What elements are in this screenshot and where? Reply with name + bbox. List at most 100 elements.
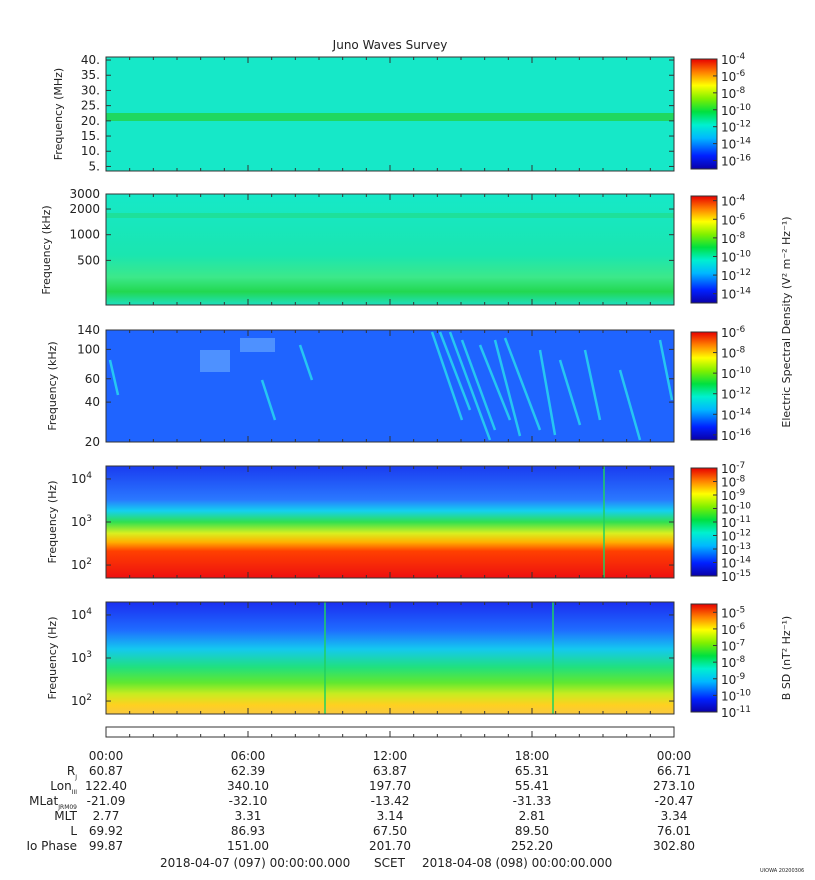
colorbar-tick-label: 10-8 (721, 346, 746, 361)
colorbar-tick-label: 10-8 (721, 231, 746, 246)
time-tick-label: 06:00 (231, 749, 266, 763)
chart-title: Juno Waves Survey (332, 38, 448, 52)
colorbar-tick-label: 10-12 (721, 268, 751, 283)
panel-5-ylabel: Frequency (Hz) (46, 617, 59, 700)
colorbar-tick-label: 10-4 (721, 194, 746, 209)
y-tick-label: 15. (81, 129, 100, 143)
footer-scet: SCET (374, 856, 406, 870)
ephemeris-value: 2.81 (519, 809, 546, 823)
footer-end: 2018-04-08 (098) 00:00:00.000 (422, 856, 612, 870)
y-tick-label: 5. (89, 159, 100, 173)
ephemeris-label: L (70, 824, 77, 838)
colorbar-tick-label: 10-16 (721, 428, 751, 443)
colorbar-tick-label: 10-14 (721, 556, 751, 571)
colorbar-tick-label: 10-7 (721, 461, 745, 476)
colorbar (690, 58, 718, 170)
colorbar (690, 467, 718, 577)
y-tick-label: 40. (81, 53, 100, 67)
time-tick-label: 00:00 (89, 749, 124, 763)
ephemeris-label: Io Phase (26, 839, 77, 853)
colorbar-tick-label: 10-8 (721, 86, 746, 101)
ephemeris-value: -31.33 (513, 794, 552, 808)
colorbar-tick-label: 10-6 (721, 622, 746, 637)
panel-3-heatmap (106, 330, 674, 442)
colorbar-tick-label: 10-9 (721, 672, 746, 687)
y-tick-label: 40 (85, 395, 100, 409)
colorbar-tick-label: 10-12 (721, 529, 751, 544)
colorbar-tick-label: 10-13 (721, 542, 751, 557)
ephemeris-value: 99.87 (89, 839, 123, 853)
y-tick-label: 1000 (69, 228, 100, 242)
ephemeris-value: 122.40 (85, 779, 127, 793)
colorbar-tick-label: 10-10 (721, 688, 751, 703)
ephemeris-value: 3.31 (235, 809, 262, 823)
colorbar-label-magnetic: B SD (nT² Hz⁻¹) (780, 616, 793, 700)
colorbar-tick-label: 10-12 (721, 120, 751, 135)
ephemeris-value: -20.47 (655, 794, 694, 808)
footer-start: 2018-04-07 (097) 00:00:00.000 (160, 856, 350, 870)
panel-5-heatmap (106, 602, 674, 714)
ephemeris-value: 3.14 (377, 809, 404, 823)
colorbar-tick-label: 10-14 (721, 407, 751, 422)
ephemeris-value: 67.50 (373, 824, 407, 838)
panel-3-patch (240, 338, 275, 352)
ephemeris-label: LonIII (50, 779, 77, 796)
y-tick-label: 2000 (69, 202, 100, 216)
ephemeris-value: 86.93 (231, 824, 265, 838)
time-tick-label: 18:00 (515, 749, 550, 763)
ephemeris-value: 302.80 (653, 839, 695, 853)
panel-1-band (106, 113, 674, 121)
panel-5: Frequency (Hz) 104 103 102 (46, 601, 675, 715)
y-tick-label: 3000 (69, 187, 100, 201)
colorbar-tick-label: 10-8 (721, 655, 746, 670)
colorbar-tick-label: 10-16 (721, 154, 751, 169)
ephemeris-value: 62.39 (231, 764, 265, 778)
ephemeris-value: 2.77 (93, 809, 120, 823)
ephemeris-label: MLatJRM09 (29, 794, 77, 811)
y-tick-label: 104 (71, 607, 92, 622)
y-tick-label: 102 (71, 693, 92, 708)
ephemeris-value: 340.10 (227, 779, 269, 793)
y-tick-label: 25. (81, 99, 100, 113)
ephemeris-value: 151.00 (227, 839, 269, 853)
y-tick-label: 104 (71, 471, 92, 486)
colorbar-tick-label: 10-14 (721, 137, 751, 152)
panel-2-band (106, 213, 674, 218)
colorbar-tick-label: 10-6 (721, 325, 746, 340)
colorbar-tick-label: 10-12 (721, 387, 751, 402)
ephemeris-value: 3.34 (661, 809, 688, 823)
ephemeris-value: 65.31 (515, 764, 549, 778)
ephemeris-value: 252.20 (511, 839, 553, 853)
ephemeris-value: -32.10 (229, 794, 268, 808)
ephemeris-value: -21.09 (87, 794, 126, 808)
colorbar-tick-label: 10-15 (721, 569, 751, 584)
panel-3-patch (200, 350, 230, 372)
panel-4-ylabel: Frequency (Hz) (46, 481, 59, 564)
ephemeris-label: RJ (67, 764, 77, 781)
colorbar-tick-label: 10-10 (721, 249, 751, 264)
y-tick-label: 30. (81, 83, 100, 97)
colorbar (690, 603, 718, 713)
ephemeris-value: 201.70 (369, 839, 411, 853)
time-tick-label: 12:00 (373, 749, 408, 763)
colorbar-tick-label: 10-11 (721, 705, 751, 720)
ephemeris-value: 76.01 (657, 824, 691, 838)
y-tick-label: 140 (77, 323, 100, 337)
panel-1-ylabel: Frequency (MHz) (52, 68, 65, 160)
y-tick-label: 20 (85, 435, 100, 449)
colorbar-tick-label: 10-11 (721, 515, 751, 530)
panel-3-ylabel: Frequency (kHz) (46, 341, 59, 430)
colorbar-tick-label: 10-9 (721, 488, 746, 503)
y-tick-label: 60 (85, 372, 100, 386)
colorbar-tick-label: 10-4 (721, 52, 746, 67)
colorbar-tick-label: 10-10 (721, 366, 751, 381)
panel-4-heatmap (106, 466, 674, 578)
panel-2-ylabel: Frequency (kHz) (40, 205, 53, 294)
ephemeris-value: 63.87 (373, 764, 407, 778)
ephemeris-value: 66.71 (657, 764, 691, 778)
colorbar-label-electric: Electric Spectral Density (V² m⁻² Hz⁻¹) (780, 216, 793, 427)
colorbar-tick-label: 10-10 (721, 103, 751, 118)
ephemeris-value: 273.10 (653, 779, 695, 793)
ephemeris-value: 69.92 (89, 824, 123, 838)
